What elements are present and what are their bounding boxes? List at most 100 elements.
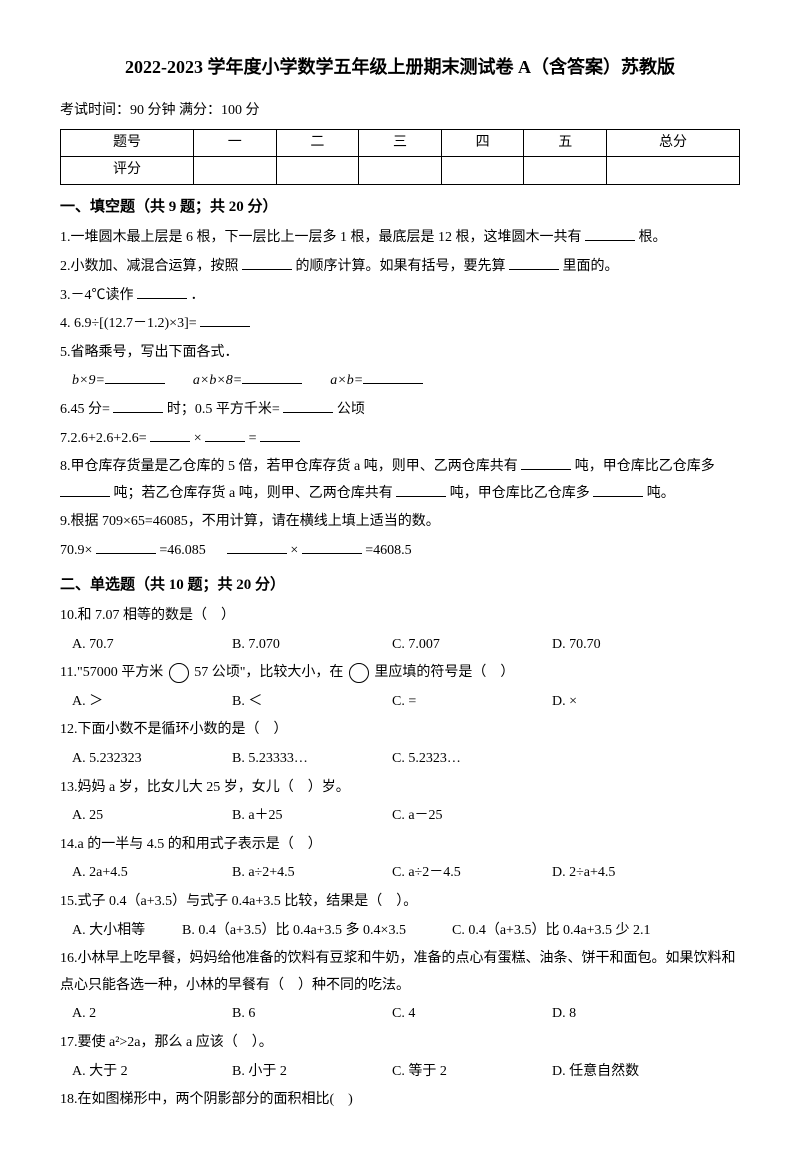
q10-stem: 10.和 7.07 相等的数是（ ） [60, 603, 740, 630]
circle-icon[interactable] [349, 663, 369, 683]
q15-stem: 15.式子 0.4（a+3.5）与式子 0.4a+3.5 比较，结果是（ ）。 [60, 889, 740, 916]
q10-opts: A. 70.7 B. 7.070 C. 7.007 D. 70.70 [72, 632, 740, 659]
td-blank[interactable] [607, 157, 740, 185]
q5-a: b×9= [72, 373, 105, 388]
q7-blank-3[interactable] [260, 427, 300, 442]
q17-opt-a[interactable]: A. 大于 2 [72, 1059, 232, 1086]
td-blank[interactable] [524, 157, 607, 185]
q13-opts: A. 25 B. a＋25 C. a－25 [72, 803, 740, 830]
q14-opts: A. 2a+4.5 B. a÷2+4.5 C. a÷2－4.5 D. 2÷a+4… [72, 860, 740, 887]
q8-blank-4[interactable] [593, 482, 643, 497]
q13-opt-c[interactable]: C. a－25 [392, 803, 552, 830]
q8-a: 8.甲仓库存货量是乙仓库的 5 倍，若甲仓库存货 a 吨，则甲、乙两仓库共有 [60, 459, 518, 474]
q2: 2.小数加、减混合运算，按照 的顺序计算。如果有括号，要先算 里面的。 [60, 254, 740, 281]
q6-blank-1[interactable] [113, 398, 163, 413]
q6-a: 6.45 分= [60, 402, 110, 417]
q2-blank-1[interactable] [242, 255, 292, 270]
q7-a: 7.2.6+2.6+2.6= [60, 431, 147, 446]
q2-text-c: 里面的。 [563, 259, 619, 274]
q9-blank-1[interactable] [96, 539, 156, 554]
q1-text-b: 根。 [639, 230, 667, 245]
td-blank[interactable] [193, 157, 276, 185]
q6: 6.45 分= 时；0.5 平方千米= 公顷 [60, 397, 740, 424]
q15-opt-b[interactable]: B. 0.4（a+3.5）比 0.4a+3.5 多 0.4×3.5 [182, 918, 452, 945]
q9-blank-3[interactable] [302, 539, 362, 554]
q9-blank-2[interactable] [227, 539, 287, 554]
q15-opts: A. 大小相等 B. 0.4（a+3.5）比 0.4a+3.5 多 0.4×3.… [72, 918, 740, 945]
q8: 8.甲仓库存货量是乙仓库的 5 倍，若甲仓库存货 a 吨，则甲、乙两仓库共有 吨… [60, 454, 740, 507]
q5-blank-2[interactable] [242, 369, 302, 384]
th-3: 三 [359, 129, 442, 157]
circle-icon[interactable] [169, 663, 189, 683]
q17-opt-d[interactable]: D. 任意自然数 [552, 1059, 712, 1086]
q5-blank-1[interactable] [105, 369, 165, 384]
q4: 4. 6.9÷[(12.7－1.2)×3]= [60, 311, 740, 338]
q8-blank-1[interactable] [521, 455, 571, 470]
q8-e: 吨。 [647, 486, 675, 501]
q12-stem: 12.下面小数不是循环小数的是（ ） [60, 717, 740, 744]
q9: 9.根据 709×65=46085，不用计算，请在横线上填上适当的数。 [60, 509, 740, 536]
q13-opt-a[interactable]: A. 25 [72, 803, 232, 830]
q2-blank-2[interactable] [509, 255, 559, 270]
q12-opt-a[interactable]: A. 5.232323 [72, 746, 232, 773]
td-blank[interactable] [441, 157, 524, 185]
q11-opt-c[interactable]: C. = [392, 689, 552, 716]
q10-opt-a[interactable]: A. 70.7 [72, 632, 232, 659]
q9-line: 70.9× =46.085 × =4608.5 [60, 538, 740, 565]
q9-b: =46.085 [159, 543, 205, 558]
q2-text-b: 的顺序计算。如果有括号，要先算 [296, 259, 506, 274]
td-blank[interactable] [359, 157, 442, 185]
q4-text: 4. 6.9÷[(12.7－1.2)×3]= [60, 316, 197, 331]
q5-b: a×b×8= [193, 373, 242, 388]
q14-opt-a[interactable]: A. 2a+4.5 [72, 860, 232, 887]
td-label: 评分 [61, 157, 194, 185]
q10-opt-d[interactable]: D. 70.70 [552, 632, 712, 659]
q11-opt-d[interactable]: D. × [552, 689, 712, 716]
q1-blank[interactable] [585, 226, 635, 241]
q17-opt-b[interactable]: B. 小于 2 [232, 1059, 392, 1086]
q16-opt-d[interactable]: D. 8 [552, 1001, 712, 1028]
q8-blank-3[interactable] [396, 482, 446, 497]
q17-opts: A. 大于 2 B. 小于 2 C. 等于 2 D. 任意自然数 [72, 1059, 740, 1086]
q7-blank-2[interactable] [205, 427, 245, 442]
q13-opt-b[interactable]: B. a＋25 [232, 803, 392, 830]
q7-blank-1[interactable] [150, 427, 190, 442]
q8-c: 吨；若乙仓库存货 a 吨，则甲、乙两仓库共有 [114, 486, 393, 501]
q5-c: a×b= [330, 373, 363, 388]
q12-opt-b[interactable]: B. 5.23333… [232, 746, 392, 773]
q6-blank-2[interactable] [283, 398, 333, 413]
q9-a: 70.9× [60, 543, 92, 558]
q12-opt-c[interactable]: C. 5.2323… [392, 746, 552, 773]
q1-text-a: 1.一堆圆木最上层是 6 根，下一层比上一层多 1 根，最底层是 12 根，这堆… [60, 230, 582, 245]
q2-text-a: 2.小数加、减混合运算，按照 [60, 259, 239, 274]
q3-blank[interactable] [137, 284, 187, 299]
q8-blank-2[interactable] [60, 482, 110, 497]
q14-opt-b[interactable]: B. a÷2+4.5 [232, 860, 392, 887]
q17-opt-c[interactable]: C. 等于 2 [392, 1059, 552, 1086]
q16-opt-b[interactable]: B. 6 [232, 1001, 392, 1028]
q6-b: 时；0.5 平方千米= [167, 402, 280, 417]
q7: 7.2.6+2.6+2.6= × = [60, 426, 740, 453]
td-blank[interactable] [276, 157, 359, 185]
q10-opt-c[interactable]: C. 7.007 [392, 632, 552, 659]
q11-b: 57 公顷"，比较大小，在 [194, 665, 343, 680]
q16-opt-a[interactable]: A. 2 [72, 1001, 232, 1028]
q15-opt-c[interactable]: C. 0.4（a+3.5）比 0.4a+3.5 少 2.1 [452, 918, 702, 945]
q10-opt-b[interactable]: B. 7.070 [232, 632, 392, 659]
q11-opt-b[interactable]: B. ＜ [232, 689, 392, 716]
q8-d: 吨，甲仓库比乙仓库多 [450, 486, 590, 501]
q14-opt-c[interactable]: C. a÷2－4.5 [392, 860, 552, 887]
q9-d: =4608.5 [365, 543, 411, 558]
q4-blank[interactable] [200, 312, 250, 327]
th-4: 四 [441, 129, 524, 157]
q14-opt-d[interactable]: D. 2÷a+4.5 [552, 860, 712, 887]
q11-opt-a[interactable]: A. ＞ [72, 689, 232, 716]
q11-a: 11."57000 平方米 [60, 665, 163, 680]
q15-opt-a[interactable]: A. 大小相等 [72, 918, 182, 945]
q9-c: × [290, 543, 298, 558]
q18-stem: 18.在如图梯形中，两个阴影部分的面积相比( ) [60, 1087, 740, 1114]
exam-meta: 考试时间：90 分钟 满分：100 分 [60, 98, 740, 125]
q16-opt-c[interactable]: C. 4 [392, 1001, 552, 1028]
q7-b: × [194, 431, 202, 446]
q5-blank-3[interactable] [363, 369, 423, 384]
